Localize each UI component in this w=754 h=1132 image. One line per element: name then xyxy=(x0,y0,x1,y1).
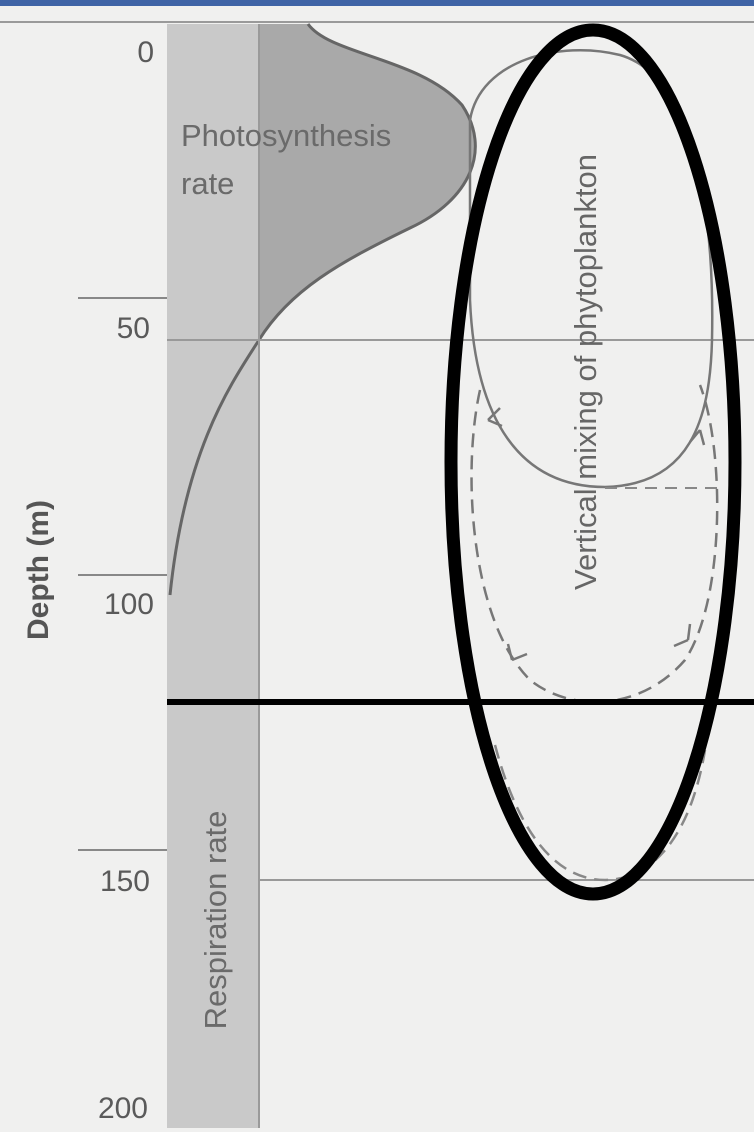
photosynthesis-label-line2: rate xyxy=(181,166,234,201)
tick-label-150: 150 xyxy=(100,865,150,898)
top-border xyxy=(0,0,754,6)
rate-band xyxy=(167,24,259,1128)
upper-mixing-loop xyxy=(468,48,714,489)
photosynthesis-curve xyxy=(168,23,477,596)
photosynthesis-label-line1: Photosynthesis xyxy=(181,118,391,153)
arrow-up-icon xyxy=(487,407,503,428)
axis-title: Depth (m) xyxy=(22,500,55,640)
arrow-left-icon xyxy=(506,643,528,662)
tick-label-0: 0 xyxy=(137,36,154,69)
tick-label-50: 50 xyxy=(117,312,150,345)
mixing-label: Vertical mixing of phytoplankton xyxy=(568,154,603,590)
annotation-ellipse xyxy=(444,23,742,901)
deep-mixing-path xyxy=(493,744,707,882)
tick-label-100: 100 xyxy=(104,588,154,621)
arrow-right-icon xyxy=(673,623,692,648)
arrow-down-icon xyxy=(689,429,706,446)
tick-label-200: 200 xyxy=(98,1092,148,1125)
photosynthesis-area xyxy=(259,24,476,340)
respiration-label: Respiration rate xyxy=(198,811,233,1030)
